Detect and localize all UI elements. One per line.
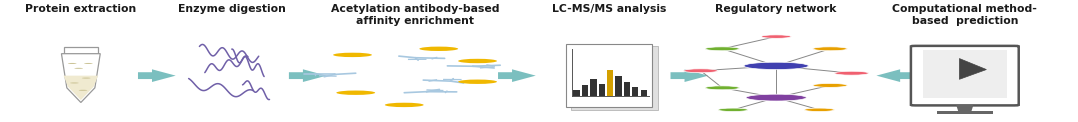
Polygon shape	[671, 69, 708, 82]
Bar	[616, 76, 622, 96]
Circle shape	[813, 83, 847, 87]
Text: LC-MS/MS analysis: LC-MS/MS analysis	[552, 4, 666, 14]
Circle shape	[683, 69, 718, 73]
Circle shape	[385, 103, 424, 107]
Circle shape	[74, 68, 83, 69]
Circle shape	[333, 53, 372, 57]
Circle shape	[718, 108, 748, 112]
Polygon shape	[138, 69, 176, 82]
Circle shape	[804, 108, 834, 112]
Circle shape	[705, 47, 740, 51]
Circle shape	[68, 63, 77, 64]
Bar	[632, 87, 638, 96]
Circle shape	[82, 78, 91, 79]
Bar	[591, 79, 596, 96]
FancyBboxPatch shape	[911, 46, 1019, 105]
Circle shape	[761, 35, 791, 38]
Polygon shape	[61, 54, 100, 102]
Polygon shape	[959, 59, 986, 79]
Text: Computational method-
based  prediction: Computational method- based prediction	[893, 4, 1037, 26]
Bar	[640, 90, 647, 96]
Bar	[937, 111, 993, 114]
Text: Protein extraction: Protein extraction	[25, 4, 137, 14]
Circle shape	[746, 94, 806, 101]
Polygon shape	[956, 105, 973, 112]
Bar	[607, 70, 613, 96]
Bar	[573, 90, 580, 96]
Circle shape	[70, 82, 79, 83]
Circle shape	[79, 90, 87, 91]
Text: Acetylation antibody-based
affinity enrichment: Acetylation antibody-based affinity enri…	[331, 4, 499, 26]
Bar	[571, 46, 658, 110]
Polygon shape	[876, 69, 914, 82]
Text: Regulatory network: Regulatory network	[716, 4, 837, 14]
Polygon shape	[498, 69, 536, 82]
Bar	[598, 84, 605, 96]
Bar	[582, 85, 589, 96]
Text: Enzyme digestion: Enzyme digestion	[178, 4, 286, 14]
Bar	[64, 47, 98, 54]
Bar	[624, 82, 630, 96]
Polygon shape	[64, 76, 98, 100]
Circle shape	[813, 47, 847, 51]
Circle shape	[834, 71, 869, 75]
Bar	[923, 50, 1007, 98]
Circle shape	[705, 86, 740, 90]
Circle shape	[458, 80, 497, 84]
Circle shape	[458, 59, 497, 63]
Circle shape	[419, 47, 458, 51]
Circle shape	[336, 91, 375, 95]
Bar	[566, 44, 652, 107]
Circle shape	[744, 62, 808, 70]
Polygon shape	[289, 69, 327, 82]
Circle shape	[84, 63, 93, 64]
